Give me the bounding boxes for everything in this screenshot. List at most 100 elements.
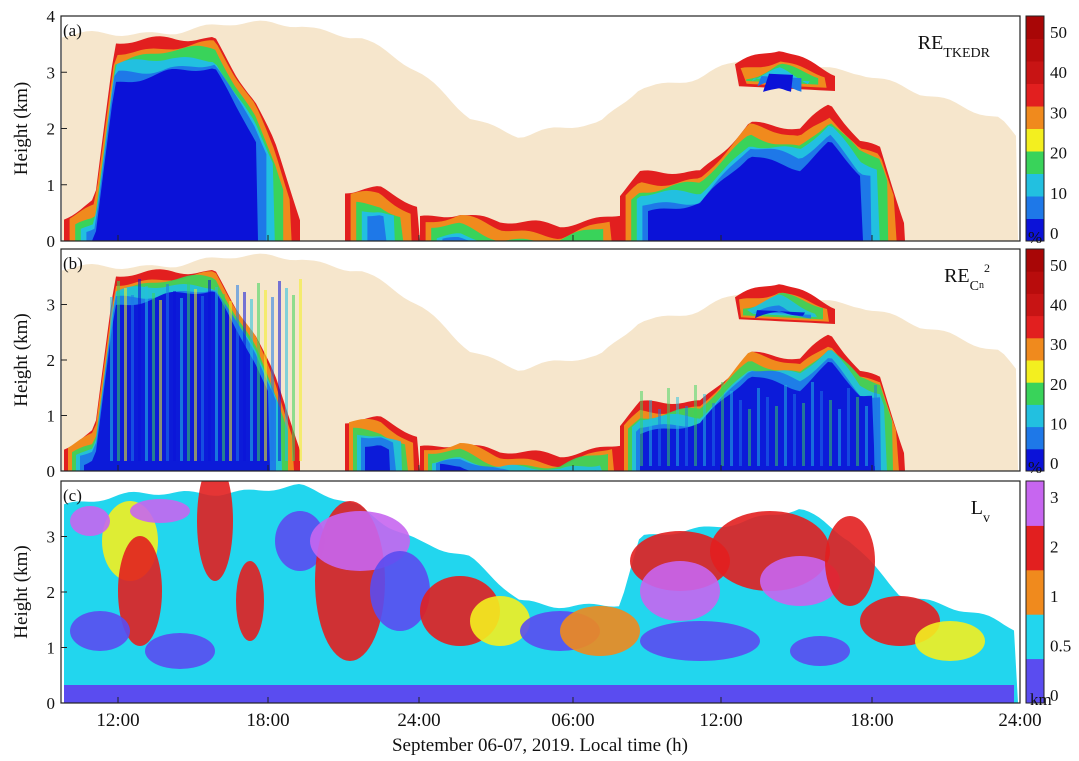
value-streak xyxy=(865,406,868,466)
panel-label: (c) xyxy=(63,486,82,505)
colorbar-segment xyxy=(1026,61,1044,84)
value-streak xyxy=(215,287,218,461)
value-streak xyxy=(110,297,113,461)
value-region xyxy=(431,222,604,241)
y-tick-label: 3 xyxy=(47,528,56,547)
colorbar-unit: % xyxy=(1028,228,1042,247)
panel-label: (a) xyxy=(63,21,82,40)
value-streak xyxy=(811,382,814,466)
value-blob xyxy=(236,561,264,641)
value-blob xyxy=(145,633,215,669)
value-region xyxy=(763,73,793,92)
y-tick-label: 2 xyxy=(47,120,56,139)
colorbar-segment xyxy=(1026,128,1044,152)
value-streak xyxy=(250,299,253,461)
panel-plot-area xyxy=(64,481,1018,703)
value-streak xyxy=(201,296,204,461)
panel-plot-area xyxy=(62,253,1018,471)
value-streak xyxy=(685,406,688,466)
value-streak xyxy=(173,291,176,461)
panel-title: Lv xyxy=(971,497,990,526)
panel-title: RECn2 xyxy=(944,261,990,294)
value-region xyxy=(92,68,258,241)
value-blob xyxy=(640,621,760,661)
colorbar-segment xyxy=(1026,83,1044,107)
value-blob xyxy=(470,596,530,646)
y-tick-label: 4 xyxy=(47,7,56,26)
value-blob xyxy=(640,561,720,621)
value-streak xyxy=(131,295,134,461)
value-blob xyxy=(370,551,430,631)
y-tick-label: 0 xyxy=(47,232,56,251)
value-streak xyxy=(145,286,148,461)
colorbar-segment xyxy=(1026,271,1044,294)
colorbar-tick-label: 0 xyxy=(1050,224,1059,243)
value-blob xyxy=(915,621,985,661)
value-streak xyxy=(257,283,260,461)
colorbar-tick-label: 30 xyxy=(1050,335,1067,354)
colorbar-segment xyxy=(1026,360,1044,383)
value-region xyxy=(365,445,390,471)
value-streak xyxy=(117,281,120,461)
colorbar-tick-label: 30 xyxy=(1050,103,1067,122)
value-region xyxy=(648,141,863,241)
value-streak xyxy=(712,403,715,466)
colorbar-tick-label: 1 xyxy=(1050,587,1059,606)
value-streak xyxy=(829,400,832,466)
y-tick-label: 3 xyxy=(47,296,56,315)
colorbar-segment xyxy=(1026,106,1044,129)
value-streak xyxy=(194,289,197,461)
x-axis: 12:00 18:00 24:00 06:00 12:00 18:00 24:00 Septe… xyxy=(96,710,1041,756)
value-streak xyxy=(271,297,274,461)
value-blob xyxy=(310,511,410,571)
colorbar-segment xyxy=(1026,525,1044,571)
value-streak xyxy=(667,388,670,466)
panel-title: RETKEDR xyxy=(918,32,991,61)
value-streak xyxy=(775,406,778,466)
panel-2: (b) RECn2 0 1 2 3 Height (km) 0 10 20 30 40 50% xyxy=(11,248,1067,481)
value-streak xyxy=(838,409,841,466)
value-streak xyxy=(730,391,733,466)
colorbar-tick-label: 10 xyxy=(1050,414,1067,433)
colorbar-segment xyxy=(1026,16,1044,39)
value-streak xyxy=(784,385,787,466)
y-tick-label: 1 xyxy=(47,639,56,658)
colorbar-tick-label: 0 xyxy=(1050,686,1059,705)
value-blob xyxy=(560,606,640,656)
value-streak xyxy=(278,281,281,461)
colorbar-tick-label: 40 xyxy=(1050,63,1067,82)
colorbar-tick-label: 0.5 xyxy=(1050,637,1071,656)
y-axis-label: Height (km) xyxy=(11,82,32,175)
y-tick-label: 3 xyxy=(47,63,56,82)
x-tick-label: 24:00 xyxy=(397,710,440,731)
panel-1: (a) RETKEDR 0 1 2 3 4 Height (km) 0 10 20 30 40 50% xyxy=(11,7,1067,251)
colorbar-segment xyxy=(1026,382,1044,405)
colorbar-segment xyxy=(1026,569,1044,615)
value-streak xyxy=(766,397,769,466)
colorbar-frame xyxy=(1025,248,1045,472)
value-streak xyxy=(748,409,751,466)
colorbar-tick-label: 20 xyxy=(1050,375,1067,394)
y-tick-label: 0 xyxy=(47,694,56,713)
y-tick-label: 1 xyxy=(47,407,56,426)
value-streak xyxy=(739,400,742,466)
value-streak xyxy=(166,284,169,461)
colorbar-segment xyxy=(1026,249,1044,272)
value-blob xyxy=(70,611,130,651)
x-tick-label: 18:00 xyxy=(850,710,893,731)
panel-plot-area xyxy=(62,20,1018,241)
value-streak xyxy=(208,280,211,461)
colorbar-segment xyxy=(1026,337,1044,361)
colorbar-segment xyxy=(1026,293,1044,317)
value-streak xyxy=(180,298,183,461)
panel-label: (b) xyxy=(63,254,83,273)
colorbar-segment xyxy=(1026,404,1044,428)
value-streak xyxy=(757,388,760,466)
colorbar-segment xyxy=(1026,448,1044,472)
value-streak xyxy=(236,285,239,461)
colorbar-tick-label: 40 xyxy=(1050,296,1067,315)
colorbar-tick-label: 3 xyxy=(1050,488,1059,507)
value-streak xyxy=(856,397,859,466)
colorbar-tick-label: 50 xyxy=(1050,256,1067,275)
y-tick-label: 1 xyxy=(47,176,56,195)
